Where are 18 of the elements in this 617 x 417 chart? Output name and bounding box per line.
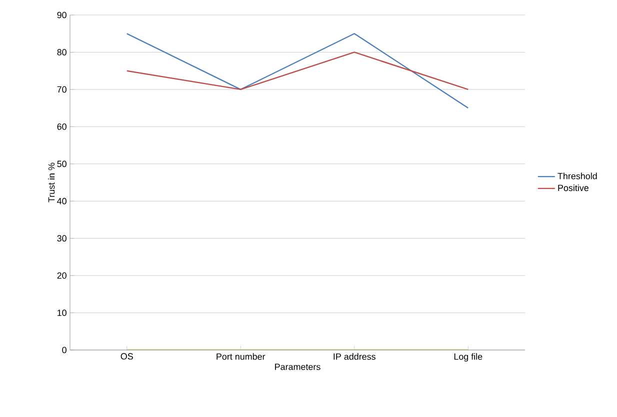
x-tick-label: OS xyxy=(120,353,133,360)
y-tick-label: 50 xyxy=(57,160,66,168)
x-tick-label: Log file xyxy=(454,353,482,362)
x-axis-title: Parameters xyxy=(275,364,320,370)
y-tick-label: 60 xyxy=(57,123,66,130)
y-tick-label: 80 xyxy=(57,49,66,56)
x-tick-label: Port number xyxy=(216,353,266,360)
legend-label: Threshold xyxy=(558,172,597,180)
y-tick-label: 10 xyxy=(58,310,66,316)
y-tick-label: 0 xyxy=(62,346,66,354)
legend-label: Positive xyxy=(558,184,588,192)
y-tick-label: 90 xyxy=(57,12,66,18)
x-tick-label: IP address xyxy=(334,353,376,360)
y-axis-title: Trust in % xyxy=(48,162,55,202)
y-tick-label: 40 xyxy=(57,198,66,204)
y-tick-label: 20 xyxy=(57,272,66,279)
y-tick-label: 70 xyxy=(57,86,66,93)
y-tick-label: 30 xyxy=(57,235,66,242)
